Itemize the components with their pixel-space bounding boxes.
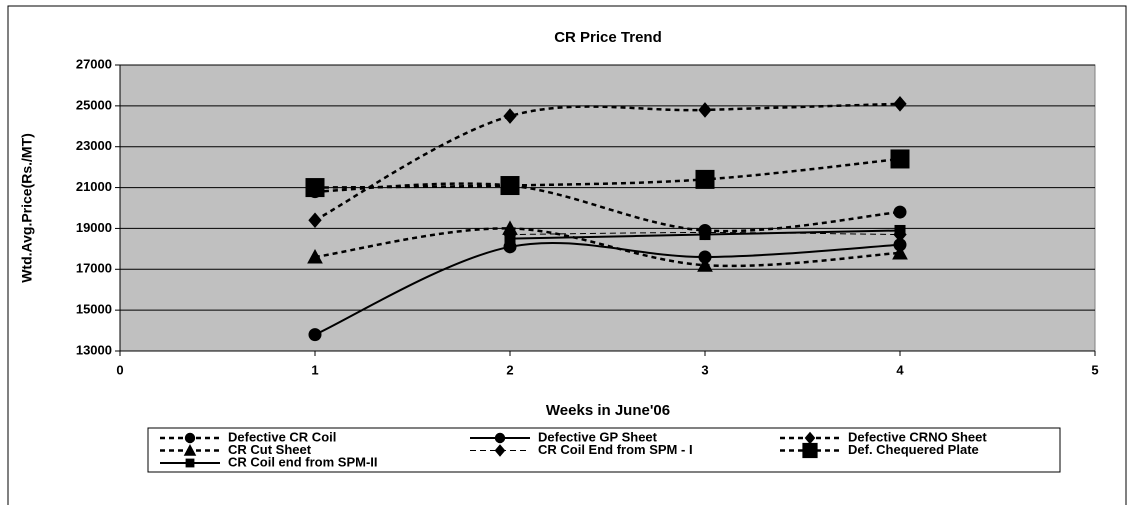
marker <box>893 205 907 219</box>
y-tick-label: 25000 <box>76 97 112 112</box>
chart-title: CR Price Trend <box>554 29 662 46</box>
legend-label: Defective GP Sheet <box>538 429 658 444</box>
y-tick-label: 17000 <box>76 261 112 276</box>
series-line <box>314 157 901 189</box>
marker <box>892 244 908 260</box>
x-tick-label: 5 <box>1091 362 1098 377</box>
y-tick-label: 27000 <box>76 56 112 71</box>
x-tick-label: 4 <box>896 362 904 377</box>
marker <box>802 442 818 459</box>
marker <box>698 102 712 118</box>
marker <box>305 178 325 198</box>
marker <box>185 458 195 468</box>
y-tick-label: 23000 <box>76 138 112 153</box>
x-tick-label: 0 <box>116 362 123 377</box>
y-axis-title: Wtd.Avg.Price(Rs./MT) <box>19 133 35 283</box>
marker <box>494 432 506 444</box>
series-line <box>314 241 901 336</box>
y-tick-label: 21000 <box>76 179 112 194</box>
marker <box>308 212 322 229</box>
marker <box>500 176 520 196</box>
marker <box>894 224 906 236</box>
y-tick-label: 19000 <box>76 220 112 235</box>
x-tick-label: 1 <box>311 362 318 377</box>
marker <box>699 229 711 241</box>
series-line <box>314 227 901 268</box>
legend-label: Defective CR Coil <box>228 429 336 444</box>
marker <box>890 149 910 169</box>
y-tick-label: 15000 <box>76 302 112 317</box>
y-tick-label: 13000 <box>76 342 112 357</box>
x-tick-label: 3 <box>701 362 708 377</box>
marker <box>183 444 197 456</box>
legend-label: CR Coil end from SPM-II <box>228 454 378 469</box>
marker <box>308 328 322 342</box>
marker <box>184 432 196 444</box>
marker <box>697 257 713 272</box>
legend-label: CR Coil End from SPM - I <box>538 442 693 457</box>
marker <box>307 248 323 264</box>
marker <box>503 108 517 124</box>
x-axis-title: Weeks in June'06 <box>546 402 670 419</box>
marker <box>695 169 715 189</box>
x-tick-label: 2 <box>506 362 513 377</box>
legend-label: Defective CRNO Sheet <box>848 429 987 444</box>
marker <box>504 233 516 245</box>
legend <box>147 427 1061 473</box>
marker <box>494 444 506 457</box>
marker <box>893 96 907 112</box>
legend-label: CR Cut Sheet <box>228 442 312 457</box>
legend-label: Def. Chequered Plate <box>848 442 979 457</box>
